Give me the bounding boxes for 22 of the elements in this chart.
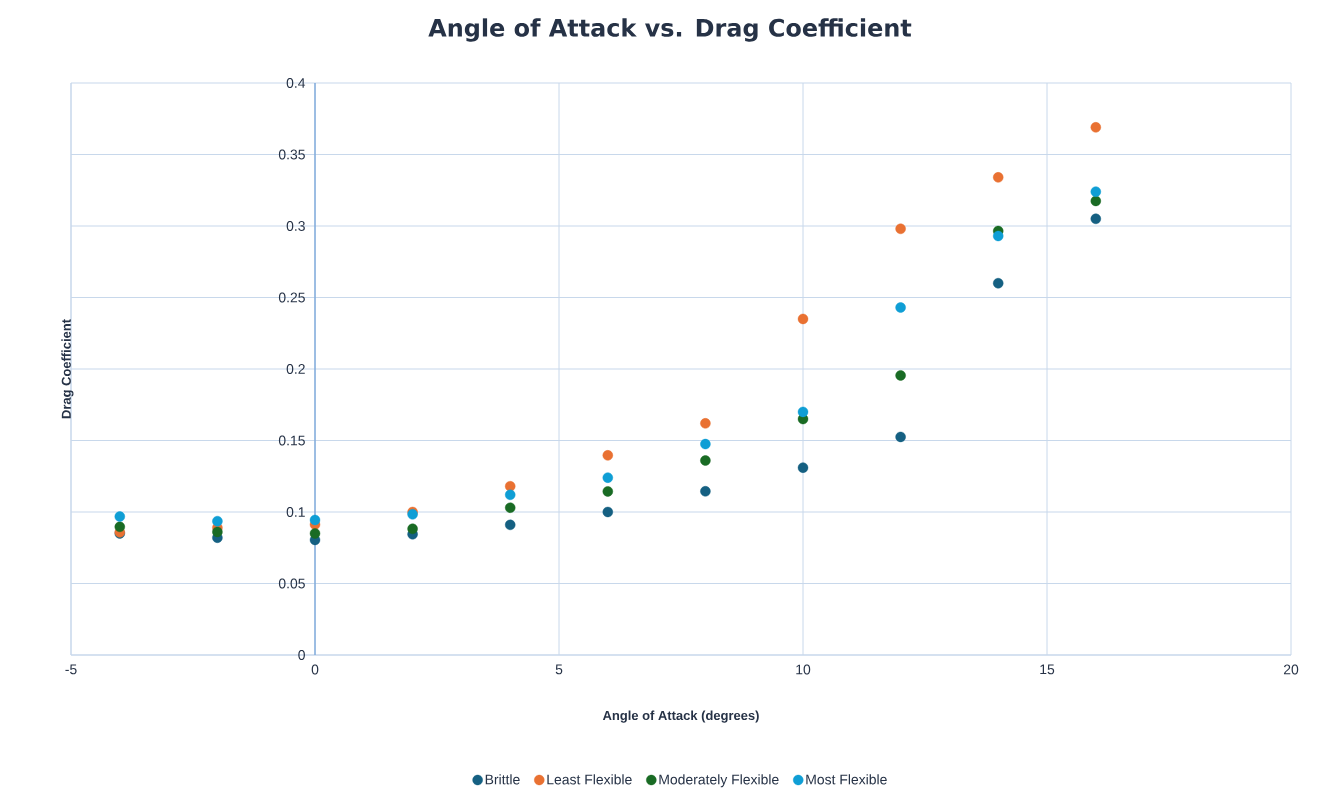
y-tick-label: 0.1 bbox=[286, 507, 305, 517]
legend-label: Least Flexible bbox=[547, 774, 632, 785]
y-tick-label: 0 bbox=[298, 650, 305, 660]
legend-label: Brittle bbox=[485, 774, 520, 785]
y-tick-label: 0.3 bbox=[286, 221, 305, 231]
y-tick-label: 0.2 bbox=[286, 364, 305, 374]
x-tick-label: 20 bbox=[1283, 664, 1299, 675]
x-axis-title: Angle of Attack (degrees) bbox=[602, 710, 759, 723]
y-axis-title: Drag Coefficient bbox=[61, 319, 74, 419]
x-tick-label: -5 bbox=[65, 664, 77, 675]
x-tick-label: 5 bbox=[555, 664, 563, 675]
y-tick-label: 0.05 bbox=[278, 578, 305, 589]
y-tick-label: 0.15 bbox=[278, 435, 305, 446]
chart-title: Angle of Attack vs. Drag Coefficient bbox=[428, 18, 912, 42]
legend-label: Most Flexible bbox=[806, 774, 887, 785]
y-tick-label: 0.4 bbox=[286, 78, 306, 88]
y-tick-label: 0.25 bbox=[278, 292, 305, 303]
y-tick-label: 0.35 bbox=[278, 149, 305, 160]
x-tick-label: 0 bbox=[311, 664, 319, 675]
x-tick-label: 15 bbox=[1040, 664, 1055, 675]
x-tick-label: 10 bbox=[796, 664, 811, 675]
legend-label: Moderately Flexible bbox=[659, 774, 779, 788]
